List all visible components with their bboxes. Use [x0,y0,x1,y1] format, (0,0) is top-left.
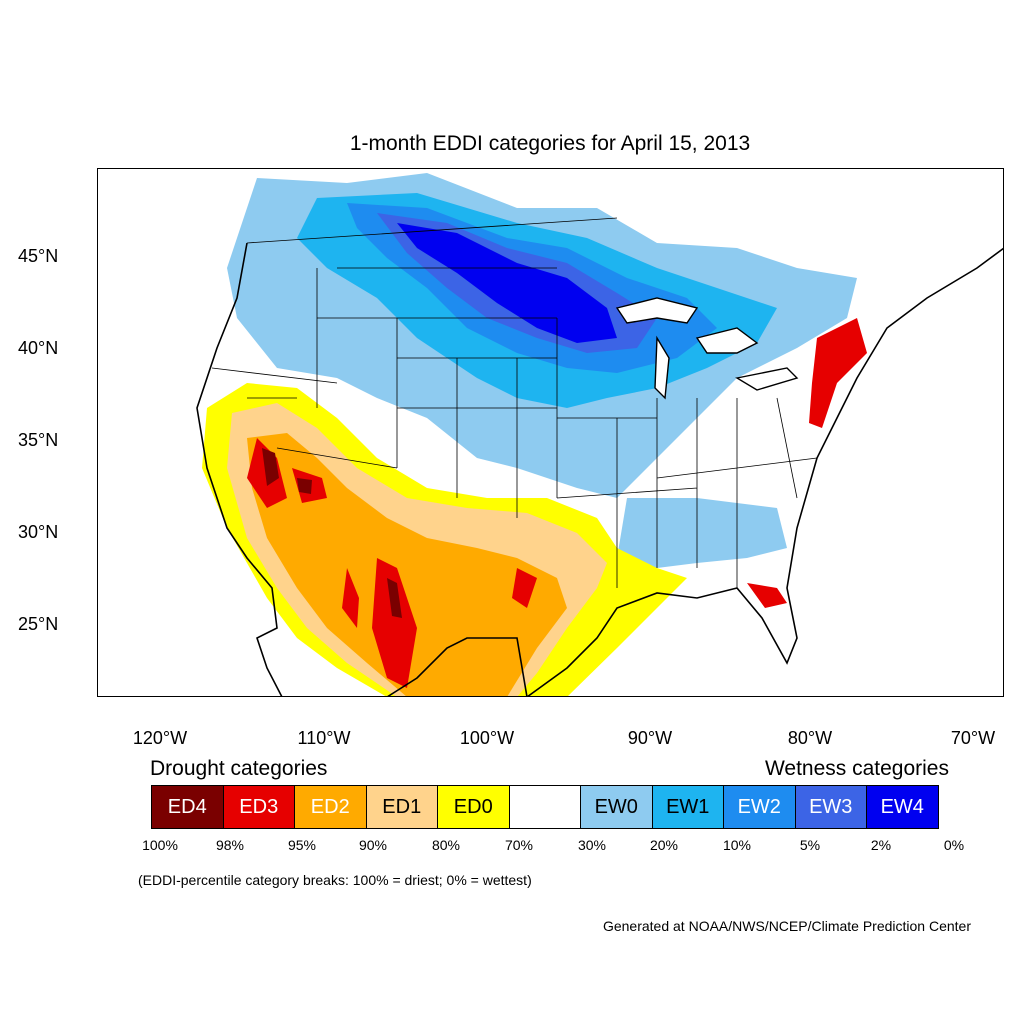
legend-box-neutral [508,785,581,829]
lon-label-70w: 70°W [950,728,996,748]
lat-label-45: 45°N [18,246,59,266]
ed4-region [262,448,402,618]
coastline [196,242,1004,697]
lon-label-120w: 120°W [132,728,188,748]
lat-label-25: 25°N [18,614,59,634]
legend-box-ew4: EW4 [866,785,939,829]
lat-label-30: 30°N [18,522,59,542]
legend-box-ed0: ED0 [437,785,510,829]
legend-box-ew2: EW2 [723,785,796,829]
lon-label-110w: 110°W [297,728,351,748]
credit-line: Generated at NOAA/NWS/NCEP/Climate Predi… [602,918,971,934]
lon-label-90w: 90°W [627,728,673,748]
break-label: 30% [577,837,607,853]
legend-box-ed2: ED2 [294,785,367,829]
wetness-heading: Wetness categories [764,757,949,780]
break-label: 95% [287,837,317,853]
break-label: 20% [649,837,679,853]
great-lakes [615,297,799,400]
break-label: 5% [799,837,821,853]
state-borders [211,217,818,588]
category-note: (EDDI-percentile category breaks: 100% =… [138,872,532,888]
break-label: 0% [943,837,965,853]
legend-box-ed4: ED4 [151,785,224,829]
lon-label-100w: 100°W [459,728,515,748]
lat-label-40: 40°N [18,338,59,358]
legend-box-ew3: EW3 [794,785,867,829]
legend-box-ed3: ED3 [222,785,295,829]
break-label: 98% [215,837,245,853]
break-label: 100% [142,837,178,853]
ew0-region-south [617,498,787,568]
break-label: 70% [504,837,534,853]
lon-label-80w: 80°W [787,728,833,748]
break-label: 80% [431,837,461,853]
legend-box-ew1: EW1 [651,785,724,829]
break-label: 90% [358,837,388,853]
map-title: 1-month EDDI categories for April 15, 20… [349,132,751,155]
drought-heading: Drought categories [150,757,328,780]
category-legend: ED4 ED3 ED2 ED1 ED0 EW0 EW1 EW2 EW3 EW4 [151,785,949,829]
break-label: 2% [870,837,892,853]
legend-box-ed1: ED1 [365,785,438,829]
break-label: 10% [722,837,752,853]
ed2-region [247,433,567,697]
ew4-region [397,223,617,343]
ed3-region [247,318,867,688]
legend-box-ew0: EW0 [580,785,653,829]
eddi-map [97,168,1004,697]
lat-label-35: 35°N [18,430,59,450]
